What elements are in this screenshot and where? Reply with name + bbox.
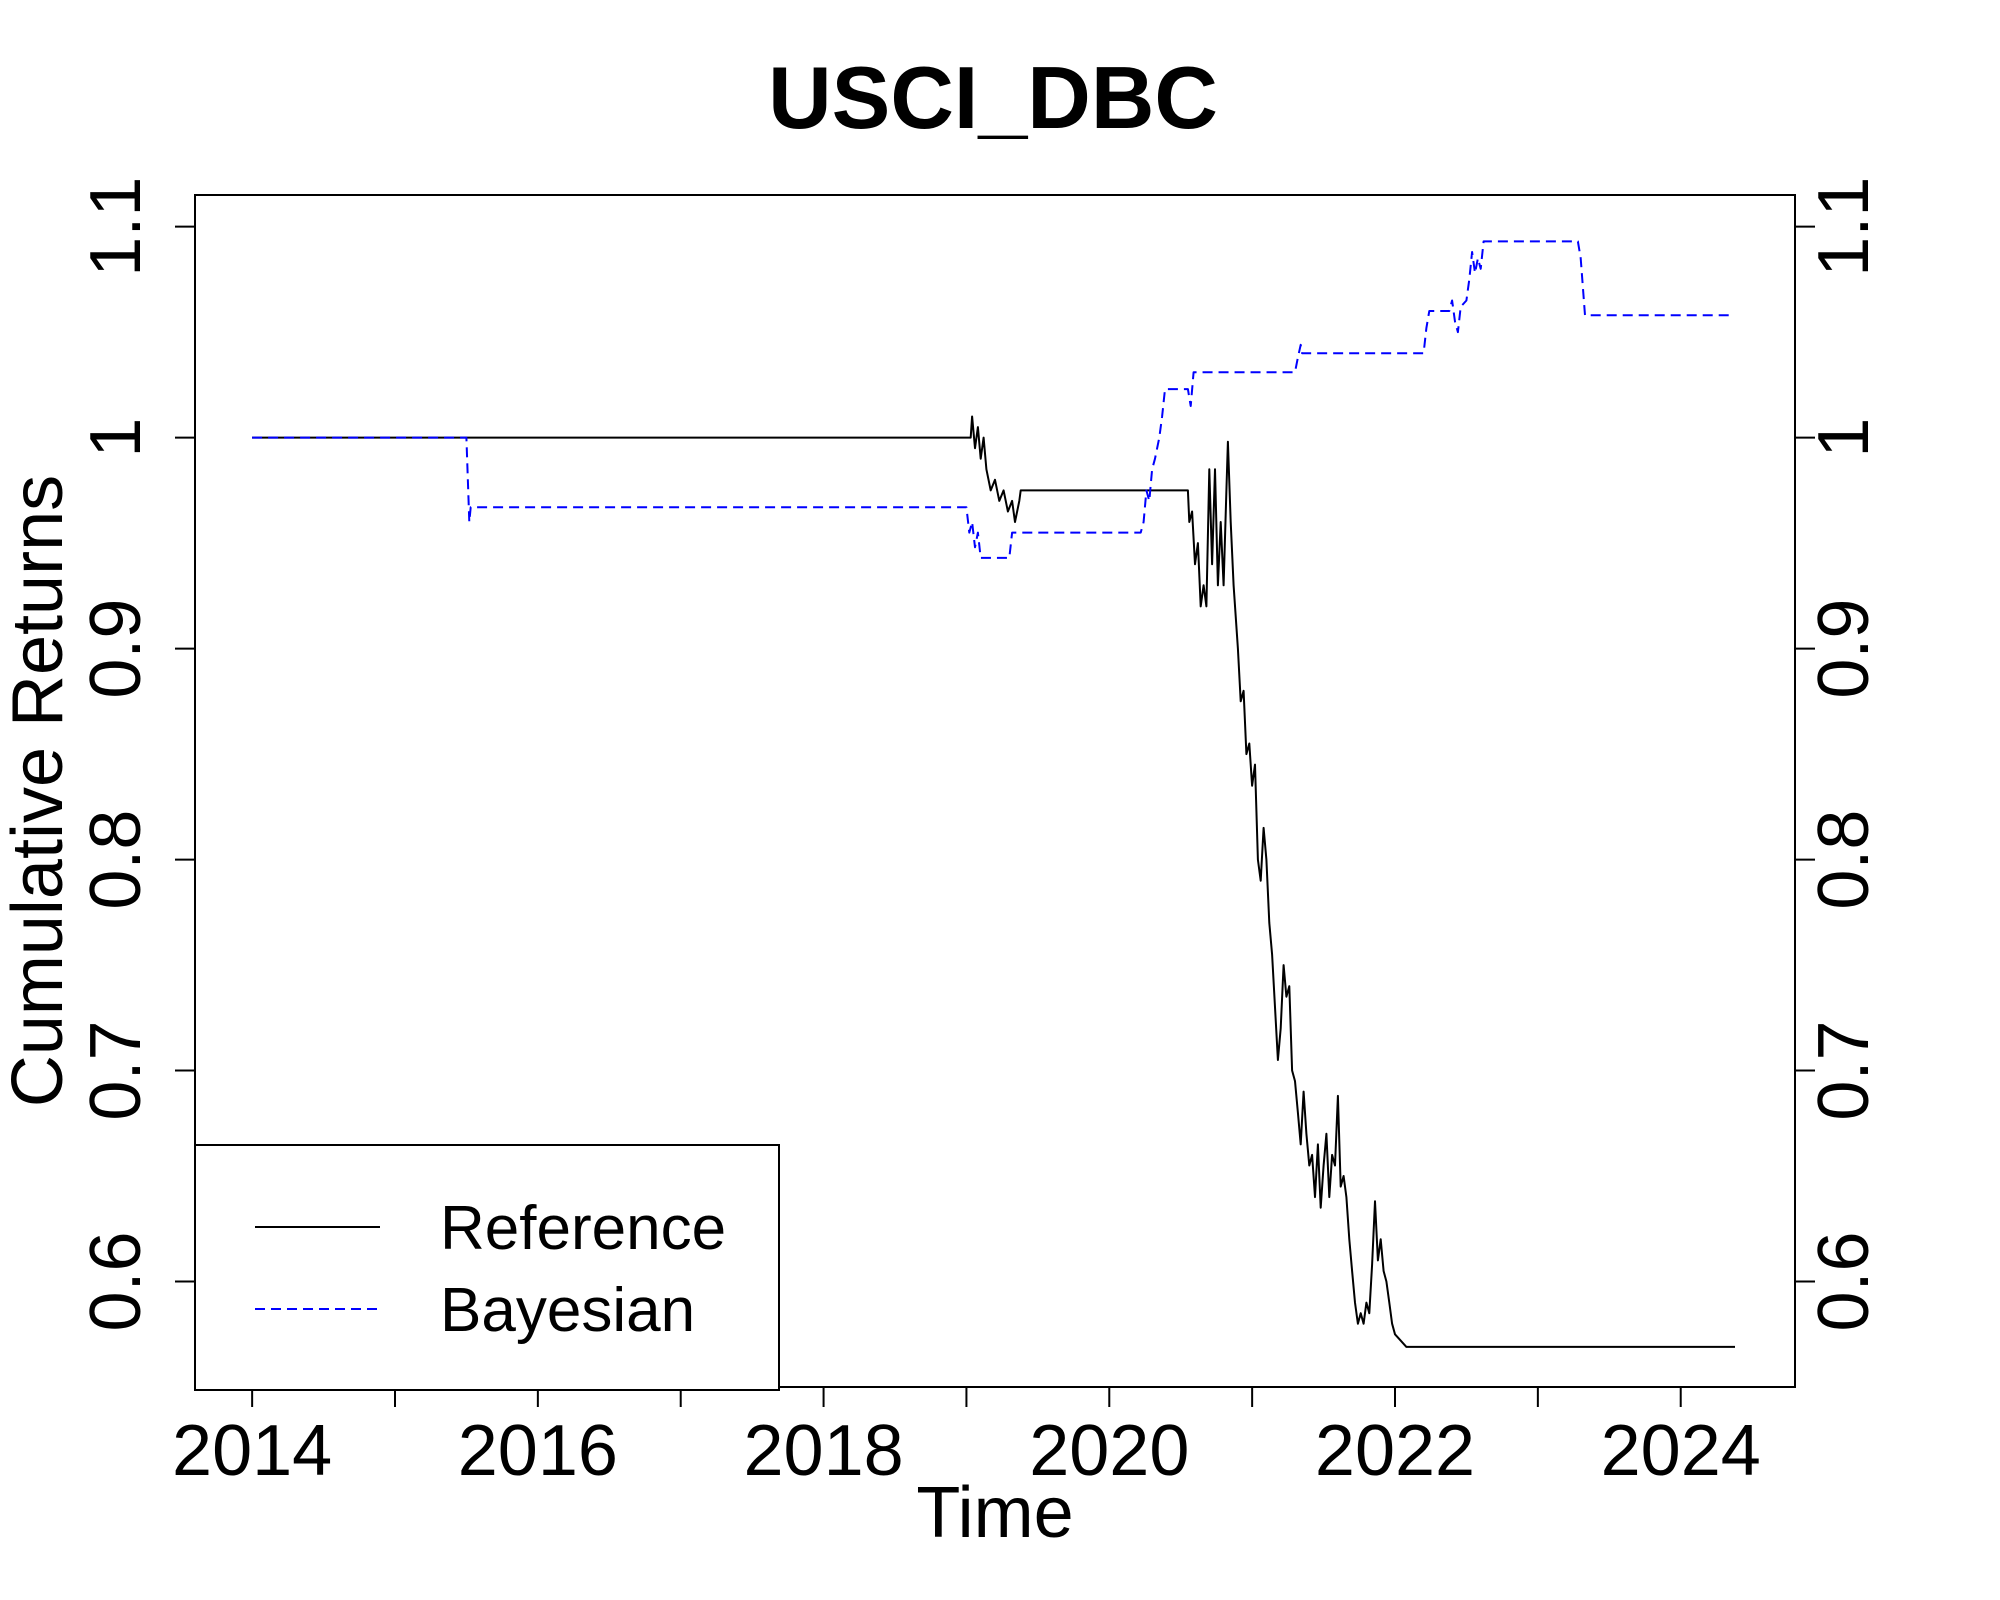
y-tick-label-right: 1.1 [1804, 177, 1884, 277]
x-axis: 2014 2016 2018 2020 2022 2024 [172, 1386, 1761, 1491]
series-line-bayesian [252, 240, 1731, 559]
y-tick-label: 0.7 [76, 1020, 156, 1120]
x-tick-label: 2018 [743, 1411, 903, 1491]
y-tick-label: 1.1 [76, 177, 156, 277]
x-axis-label: Time [916, 1473, 1073, 1553]
x-tick-label: 2016 [458, 1411, 618, 1491]
x-tick-label: 2014 [172, 1411, 332, 1491]
series-line-reference [252, 415, 1735, 1348]
legend-label-reference: Reference [440, 1194, 726, 1263]
legend-label-bayesian: Bayesian [440, 1276, 695, 1345]
y-tick-label: 0.9 [76, 599, 156, 699]
y-tick-label: 0.8 [76, 810, 156, 910]
y-tick-label-right: 0.8 [1804, 810, 1884, 910]
x-tick-label: 2024 [1601, 1411, 1761, 1491]
y-axis-right: 0.6 0.7 0.8 0.9 1 1.1 [1795, 177, 1884, 1332]
y-tick-label-right: 0.6 [1804, 1231, 1884, 1331]
y-tick-label-right: 1 [1804, 418, 1884, 458]
y-axis-label: Cumulative Returns [0, 475, 78, 1107]
y-tick-label: 1 [76, 418, 156, 458]
y-tick-label: 0.6 [76, 1231, 156, 1331]
y-tick-label-right: 0.7 [1804, 1020, 1884, 1120]
chart-title: USCI_DBC [768, 48, 1218, 147]
legend-box [194, 1144, 780, 1391]
series-layer [252, 240, 1735, 1348]
legend: Reference Bayesian [194, 1144, 780, 1391]
y-axis-left: 0.6 0.7 0.8 0.9 1 1.1 [76, 177, 196, 1332]
y-tick-label-right: 0.9 [1804, 599, 1884, 699]
x-tick-label: 2020 [1029, 1411, 1189, 1491]
x-tick-label: 2022 [1315, 1411, 1475, 1491]
